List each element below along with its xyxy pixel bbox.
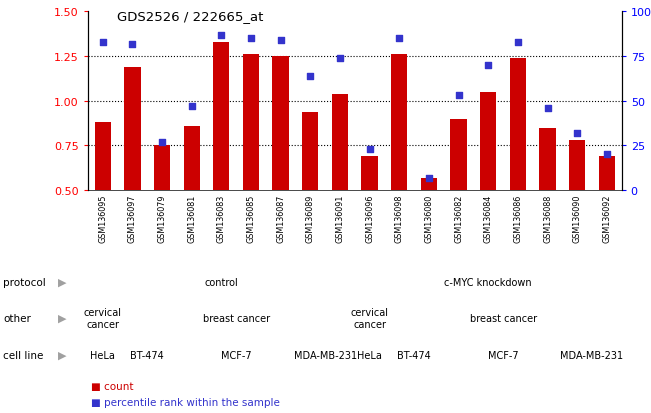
Point — [275, 38, 286, 44]
Text: GSM136083: GSM136083 — [217, 194, 226, 242]
Point — [186, 104, 197, 110]
Point — [335, 55, 345, 62]
Text: ▶: ▶ — [57, 277, 66, 287]
Text: cervical
cancer: cervical cancer — [351, 308, 389, 329]
Point — [483, 63, 493, 69]
Text: protocol: protocol — [3, 277, 46, 287]
Bar — [94, 123, 111, 191]
Text: GSM136085: GSM136085 — [247, 194, 255, 242]
Text: GSM136088: GSM136088 — [543, 194, 552, 242]
Text: ■ percentile rank within the sample: ■ percentile rank within the sample — [91, 396, 280, 407]
Text: BT-474: BT-474 — [397, 350, 431, 360]
Text: breast cancer: breast cancer — [469, 313, 536, 323]
Point — [453, 93, 464, 100]
Text: ■ count: ■ count — [91, 381, 133, 391]
Text: MCF-7: MCF-7 — [488, 350, 518, 360]
Bar — [124, 68, 141, 191]
Bar — [361, 157, 378, 191]
Bar — [154, 146, 170, 191]
Bar — [391, 55, 408, 191]
Point — [572, 131, 583, 137]
Text: GSM136081: GSM136081 — [187, 194, 196, 242]
Text: GSM136079: GSM136079 — [158, 194, 167, 243]
Text: ▶: ▶ — [57, 350, 66, 360]
Point — [513, 39, 523, 46]
Text: GSM136097: GSM136097 — [128, 194, 137, 243]
Text: GSM136089: GSM136089 — [306, 194, 315, 242]
Text: MDA-MB-231: MDA-MB-231 — [294, 350, 357, 360]
Point — [216, 32, 227, 39]
Text: GSM136087: GSM136087 — [276, 194, 285, 242]
Point — [157, 139, 167, 146]
Text: GSM136095: GSM136095 — [98, 194, 107, 243]
Text: breast cancer: breast cancer — [202, 313, 270, 323]
Text: control: control — [204, 277, 238, 287]
Text: GSM136090: GSM136090 — [573, 194, 582, 242]
Point — [542, 105, 553, 112]
Bar — [540, 128, 556, 191]
Text: GSM136080: GSM136080 — [424, 194, 434, 242]
Bar — [480, 93, 497, 191]
Text: c-MYC knockdown: c-MYC knockdown — [445, 277, 532, 287]
Bar — [332, 95, 348, 191]
Text: ▶: ▶ — [57, 313, 66, 323]
Text: GSM136086: GSM136086 — [514, 194, 522, 242]
Text: MDA-MB-231: MDA-MB-231 — [561, 350, 624, 360]
Text: GSM136098: GSM136098 — [395, 194, 404, 242]
Bar — [569, 141, 585, 191]
Text: cervical
cancer: cervical cancer — [84, 308, 122, 329]
Text: HeLa: HeLa — [90, 350, 115, 360]
Bar — [273, 57, 289, 191]
Point — [98, 39, 108, 46]
Point — [305, 73, 316, 80]
Bar — [450, 119, 467, 191]
Text: GSM136092: GSM136092 — [602, 194, 611, 243]
Point — [424, 175, 434, 181]
Text: HeLa: HeLa — [357, 350, 382, 360]
Bar — [184, 126, 200, 191]
Point — [394, 36, 404, 43]
Bar — [302, 112, 318, 191]
Text: GSM136082: GSM136082 — [454, 194, 463, 242]
Text: GSM136096: GSM136096 — [365, 194, 374, 242]
Text: GSM136084: GSM136084 — [484, 194, 493, 242]
Text: cell line: cell line — [3, 350, 44, 360]
Point — [246, 36, 256, 43]
Text: other: other — [3, 313, 31, 323]
Text: GSM136091: GSM136091 — [335, 194, 344, 242]
Point — [127, 41, 137, 48]
Text: MCF-7: MCF-7 — [221, 350, 251, 360]
Bar — [243, 55, 259, 191]
Point — [602, 152, 612, 158]
Text: BT-474: BT-474 — [130, 350, 164, 360]
Point — [365, 146, 375, 153]
Bar — [421, 178, 437, 191]
Bar — [599, 157, 615, 191]
Text: GDS2526 / 222665_at: GDS2526 / 222665_at — [117, 10, 264, 23]
Bar — [213, 43, 230, 191]
Bar — [510, 59, 526, 191]
